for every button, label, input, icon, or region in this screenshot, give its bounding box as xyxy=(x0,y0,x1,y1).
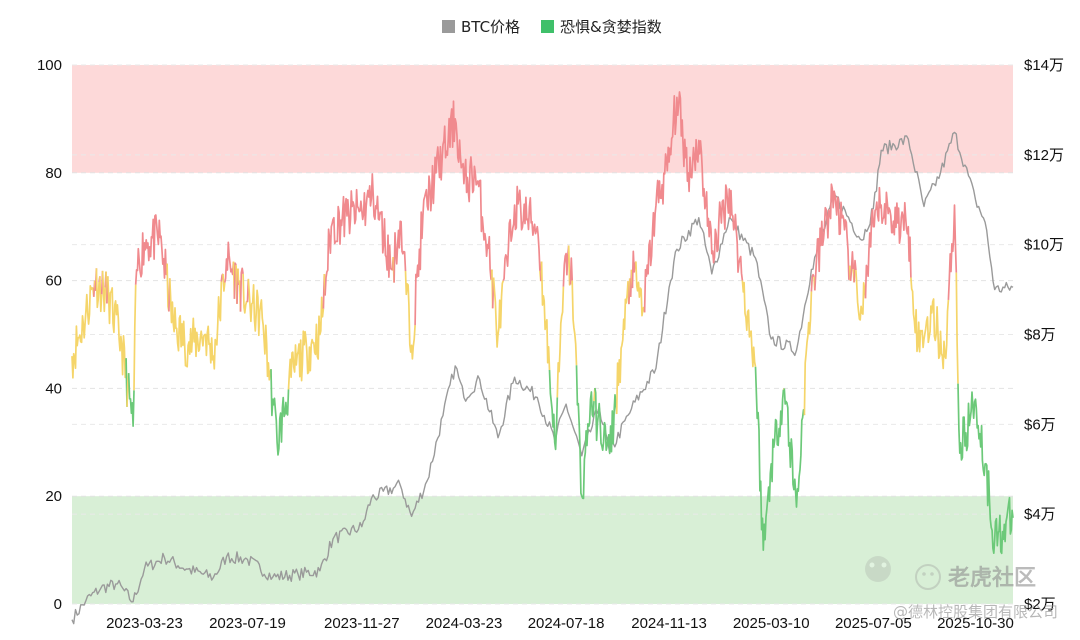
fear-greed-segment xyxy=(492,277,505,348)
watermark: 老虎社区 @德林控股集团有限公司 xyxy=(865,556,1058,621)
right-axis-tick-label: $6万 xyxy=(1024,416,1056,433)
fear-greed-segment xyxy=(955,272,959,384)
greed-zone xyxy=(72,65,1013,173)
left-axis-tick-label: 80 xyxy=(45,165,62,182)
fear-greed-segment xyxy=(233,262,237,299)
left-axis-tick-label: 60 xyxy=(45,273,62,290)
fear-greed-segment xyxy=(270,369,290,456)
right-axis-tick-label: $12万 xyxy=(1024,147,1064,164)
fear-greed-segment xyxy=(594,387,618,454)
fear-greed-segment xyxy=(855,270,867,321)
fear-greed-segment xyxy=(414,100,493,326)
fear-greed-segment xyxy=(99,276,103,313)
x-axis-tick-label: 2024-11-13 xyxy=(631,615,707,632)
cartoon-face-icon xyxy=(915,564,941,590)
fear-greed-segment xyxy=(754,366,785,551)
fear-greed-segment xyxy=(71,284,95,379)
fear-greed-segment xyxy=(324,173,395,296)
fear-greed-segment xyxy=(95,268,100,309)
right-axis-tick-label: $4万 xyxy=(1024,506,1056,523)
fear-greed-segment xyxy=(947,204,958,300)
legend-item[interactable]: BTC价格 xyxy=(442,18,520,36)
fear-greed-segment xyxy=(127,373,135,427)
legend-swatch xyxy=(442,20,455,33)
legend-label: BTC价格 xyxy=(461,18,520,36)
fear-greed-segment xyxy=(106,276,127,379)
x-axis-tick-label: 2024-03-23 xyxy=(426,615,503,632)
right-axis-tick-label: $14万 xyxy=(1024,57,1064,74)
fear-greed-segment xyxy=(404,270,416,360)
watermark-brand-text: 老虎社区 xyxy=(947,565,1036,591)
fear-greed-segment xyxy=(133,284,137,391)
fear-greed-segment xyxy=(783,388,806,508)
tiger-logo-icon xyxy=(865,556,891,582)
legend-item[interactable]: 恐惧&贪婪指数 xyxy=(541,18,662,36)
left-axis-tick-label: 100 xyxy=(37,57,62,74)
btc-price-series xyxy=(71,131,1014,625)
fear-greed-segment xyxy=(502,185,541,282)
fear-greed-segment xyxy=(853,259,857,283)
left-axis-tick-label: 40 xyxy=(45,380,62,397)
fear-greed-segment xyxy=(810,273,815,292)
fear-greed-segment xyxy=(168,278,223,370)
fear-greed-series xyxy=(71,91,1014,555)
btc-price-line xyxy=(71,131,1014,625)
x-axis-tick-label: 2025-07-05 xyxy=(835,615,912,632)
fear-greed-segment xyxy=(615,280,630,415)
x-axis-tick-label: 2023-03-23 xyxy=(106,615,183,632)
fear-greed-segment xyxy=(222,273,226,292)
left-axis-tick-label: 20 xyxy=(45,488,62,505)
x-axis-tick-label: 2024-07-18 xyxy=(528,615,605,632)
left-axis: 0 20 40 60 80 100 xyxy=(37,57,62,613)
x-axis-tick-label: 2023-07-19 xyxy=(209,615,286,632)
fear-greed-segment xyxy=(134,214,168,285)
left-axis-tick-label: 0 xyxy=(54,596,62,613)
fear-greed-segment xyxy=(910,277,950,370)
x-axis-tick-label: 2023-11-27 xyxy=(324,615,400,632)
legend[interactable]: BTC价格 恐惧&贪婪指数 xyxy=(442,18,662,36)
fear-greed-segment xyxy=(643,91,744,313)
fear-greed-segment xyxy=(223,241,235,283)
legend-label: 恐惧&贪婪指数 xyxy=(560,18,662,36)
fear-greed-segment xyxy=(849,251,855,281)
fear-greed-segment xyxy=(569,257,574,285)
x-axis-tick-label: 2025-03-10 xyxy=(733,615,810,632)
fear-zone xyxy=(72,496,1013,604)
right-axis-tick-label: $10万 xyxy=(1024,237,1064,254)
right-axis-tick-label: $2万 xyxy=(1024,596,1056,613)
fear-greed-segment xyxy=(864,186,912,299)
right-axis-tick-label: $8万 xyxy=(1024,327,1056,344)
fear-greed-segment xyxy=(813,183,851,291)
fear-greed-segment xyxy=(571,280,578,366)
fear-greed-segment xyxy=(287,296,325,390)
fear-greed-segment xyxy=(635,261,646,317)
fear-greed-segment xyxy=(548,369,559,451)
fear-greed-segment xyxy=(393,220,407,283)
fear-greed-segment xyxy=(575,365,595,500)
x-axis-tick-label: 2025-10-30 xyxy=(937,615,1014,632)
fear-greed-segment xyxy=(101,270,107,313)
fear-greed-segment xyxy=(803,291,813,416)
fear-greed-segment xyxy=(242,273,248,314)
fear-greed-segment xyxy=(239,267,244,312)
watermark-credit-text: @德林控股集团有限公司 xyxy=(893,603,1058,621)
fear-greed-segment xyxy=(556,286,565,398)
fear-greed-segment xyxy=(741,280,757,368)
fear-greed-segment xyxy=(247,278,272,381)
right-axis: $2万 $4万 $6万 $8万 $10万 $12万 $14万 xyxy=(1024,57,1064,613)
x-axis: 2023-03-23 2023-07-19 2023-11-27 2024-03-23… xyxy=(106,615,1014,632)
fear-greed-segment xyxy=(562,245,570,287)
fear-greed-segment xyxy=(567,245,571,286)
fear-greed-segment xyxy=(540,261,551,371)
fear-greed-segment xyxy=(957,383,1014,555)
legend-swatch xyxy=(541,20,554,33)
grid-layer xyxy=(72,64,1013,605)
